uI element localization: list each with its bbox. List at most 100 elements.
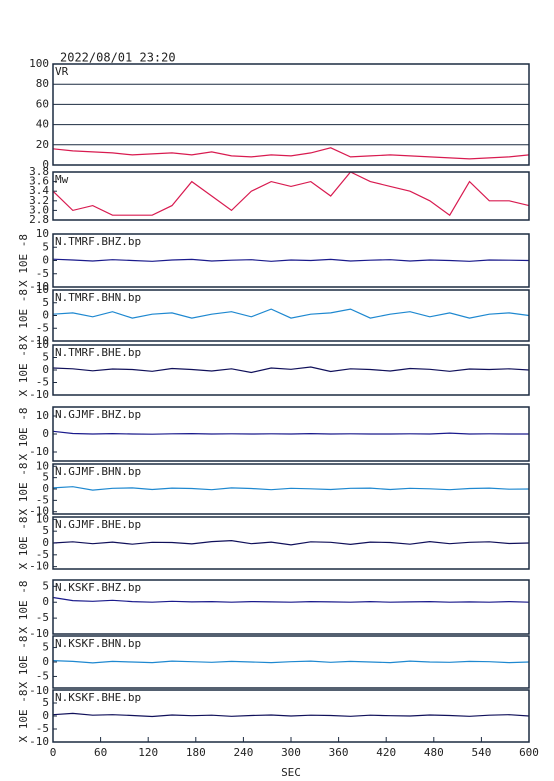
panel-label: N.GJMF.BHN.bp [55,465,141,478]
y-tick-label: 80 [36,77,49,90]
y-tick-label: 2.8 [29,213,49,226]
y-tick-label: 100 [29,57,49,70]
y-axis-label: X 10E -8 [17,289,30,342]
y-tick-label: 3.4 [29,184,49,197]
y-tick-label: -10 [29,627,49,640]
y-tick-label: 3.2 [29,194,49,207]
y-tick-label: -10 [29,334,49,347]
trace-line [52,486,530,491]
y-tick-label: 5 [42,524,49,537]
y-tick-label: 3.8 [29,165,49,178]
y-tick-label: 3.0 [29,203,49,216]
panel-frame [52,406,530,462]
x-tick-label: 360 [329,746,349,759]
y-tick-label: -10 [29,684,49,697]
y-tick-label: -5 [36,376,49,389]
y-tick-label: -5 [36,267,49,280]
panel-label: N.GJMF.BHE.bp [55,518,141,531]
y-tick-label: -10 [29,388,49,401]
y-tick-label: -5 [36,722,49,735]
panel-frame [52,516,530,570]
panel-label: N.KSKF.BHE.bp [55,691,141,704]
y-tick-label: -5 [36,321,49,334]
panel-label: Mw [55,173,69,186]
y-tick-label: 5 [42,579,49,592]
x-tick-label: 420 [376,746,396,759]
x-tick-label: 480 [424,746,444,759]
x-tick-label: 60 [94,746,107,759]
y-tick-label: -5 [36,669,49,682]
panel-frame [52,344,530,396]
chart-title: 2022/08/01 23:20 [60,51,176,65]
y-tick-label: 0 [42,363,49,376]
y-tick-label: 0 [42,158,49,171]
y-tick-label: -10 [29,445,49,458]
y-tick-label: 10 [36,283,49,296]
y-tick-label: -10 [29,280,49,293]
y-tick-label: 5 [42,471,49,484]
y-tick-label: 10 [36,338,49,351]
panel-frame [52,463,530,515]
x-tick-label: 240 [233,746,253,759]
trace-line [52,430,529,435]
y-tick-label: 0 [42,595,49,608]
y-tick-label: 5 [42,240,49,253]
panel-label: N.GJMF.BHZ.bp [55,408,141,421]
y-tick-label: 60 [36,97,49,110]
y-axis-label: X 10E -8 [17,636,30,689]
trace-line [52,596,530,603]
y-tick-label: 0 [42,309,49,322]
y-tick-label: 0 [42,254,49,267]
y-tick-label: -5 [36,611,49,624]
y-tick-label: 3.6 [29,175,49,188]
x-tick-label: 540 [471,746,491,759]
y-tick-label: 5 [42,696,49,709]
trace-line [52,308,530,319]
y-tick-label: 5 [42,351,49,364]
panel-frame [52,289,530,342]
panel-frame [52,233,530,288]
y-axis-label: X 10E -8 [17,690,30,743]
panel-label: N.KSKF.BHZ.bp [55,581,141,594]
panel-frame [52,63,530,166]
panel-frame [52,689,530,743]
y-tick-label: 0 [42,536,49,549]
trace-line [52,147,530,160]
panel-frame [52,171,530,221]
panel-label: VR [55,65,69,78]
y-tick-label: 0 [42,655,49,668]
trace-line [52,539,530,546]
y-tick-label: -5 [36,548,49,561]
y-tick-label: 10 [36,409,49,422]
y-tick-label: -5 [36,493,49,506]
trace-line [52,712,530,718]
y-axis-label: X 10E -8 [17,517,30,570]
x-tick-label: 120 [138,746,158,759]
y-axis-label: X 10E -8 [17,581,30,634]
panel-label: N.TMRF.BHE.bp [55,346,141,359]
y-tick-label: 10 [36,512,49,525]
y-axis-label: X 10E -8 [17,463,30,516]
y-tick-label: -10 [29,505,49,518]
y-tick-label: 40 [36,118,49,131]
y-axis-label: X 10E -8 [17,344,30,397]
panel-label: N.TMRF.BHN.bp [55,291,141,304]
panel-frame [52,635,530,689]
y-tick-label: 0 [42,482,49,495]
y-axis-label: X 10E -8 [17,408,30,461]
y-tick-label: -10 [29,735,49,748]
y-axis-label: X 10E -8 [17,234,30,287]
x-tick-label: 300 [281,746,301,759]
x-tick-label: 600 [519,746,539,759]
trace-line [52,171,530,217]
trace-line [52,258,530,262]
x-axis-label: SEC [281,766,301,779]
panel-label: N.TMRF.BHZ.bp [55,235,141,248]
y-tick-label: 10 [36,459,49,472]
x-tick-label: 0 [50,746,57,759]
panel-frame [52,579,530,635]
y-tick-label: 10 [36,227,49,240]
y-tick-label: 0 [42,709,49,722]
y-tick-label: -10 [29,560,49,573]
